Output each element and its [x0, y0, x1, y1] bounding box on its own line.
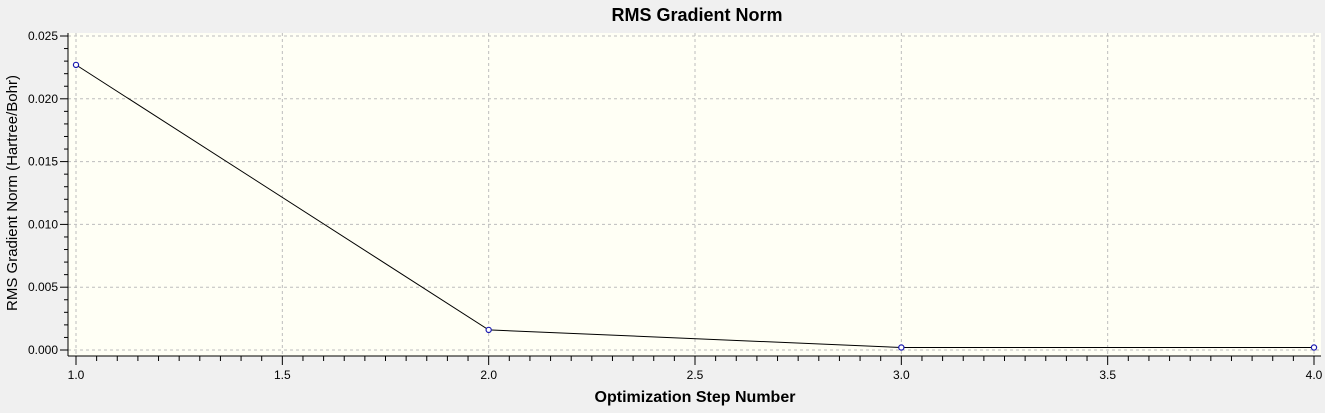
y-tick-label: 0.000	[28, 343, 58, 357]
y-tick-label: 0.010	[28, 217, 58, 231]
data-point	[485, 326, 492, 334]
plot-area	[68, 33, 1321, 356]
data-point	[898, 344, 905, 351]
x-tick-label: 2.0	[480, 368, 497, 382]
series-layer	[72, 61, 1318, 351]
x-tick-label: 1.5	[274, 368, 291, 382]
chart-title: RMS Gradient Norm	[611, 5, 782, 25]
y-tick-label: 0.025	[28, 29, 58, 43]
x-tick-label: 4.0	[1306, 368, 1323, 382]
y-tick-label: 0.015	[28, 155, 58, 169]
x-tick-label: 2.5	[687, 368, 704, 382]
x-axis-label: Optimization Step Number	[595, 389, 796, 406]
data-point	[1310, 344, 1318, 351]
x-tick-label: 1.0	[68, 368, 85, 382]
y-tick-label: 0.005	[28, 280, 58, 294]
data-point	[72, 61, 80, 69]
grid-lines	[68, 33, 1321, 356]
x-tick-label: 3.0	[893, 368, 910, 382]
y-tick-label: 0.020	[28, 92, 58, 106]
series-line	[75, 64, 1314, 348]
axes: 1.0 1.5 2.0 2.5 3.0 3.5 4.0 0.000 0.005 0.010 0.01…	[28, 29, 1323, 382]
y-axis-label: RMS Gradient Norm (Hartree/Bohr)	[4, 75, 21, 311]
x-tick-label: 3.5	[1099, 368, 1116, 382]
